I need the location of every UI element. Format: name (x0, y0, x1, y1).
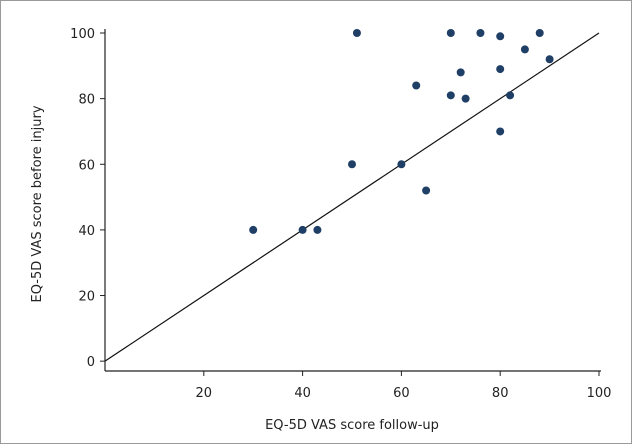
data-point (298, 225, 307, 234)
y-axis-title: EQ-5D VAS score before injury (30, 105, 45, 302)
data-point (446, 29, 455, 37)
data-point (461, 94, 470, 103)
y-tick-label: 40 (78, 224, 95, 239)
data-point (496, 32, 505, 41)
data-point (348, 160, 356, 169)
data-point (313, 225, 322, 234)
data-point (249, 225, 258, 234)
reference-line (104, 32, 600, 362)
y-tick-label: 60 (78, 158, 95, 173)
y-tick-label: 0 (87, 355, 95, 370)
x-axis-title: EQ-5D VAS score follow-up (265, 418, 439, 433)
data-point (535, 29, 544, 37)
data-point (412, 81, 421, 90)
data-point (446, 91, 455, 100)
data-point (456, 68, 465, 77)
data-point (496, 127, 505, 136)
y-tick-label: 20 (78, 290, 95, 305)
x-tick-label: 100 (587, 386, 612, 401)
x-tick-label: 60 (393, 386, 410, 401)
data-point (352, 29, 361, 37)
x-tick-label: 20 (196, 386, 213, 401)
x-tick-label: 80 (492, 386, 509, 401)
data-point (397, 160, 406, 169)
data-point (476, 29, 485, 37)
data-point (520, 45, 529, 54)
y-tick-label: 80 (78, 93, 95, 108)
x-tick-label: 40 (294, 386, 311, 401)
data-point (506, 91, 515, 100)
data-point (422, 186, 431, 195)
data-point (545, 55, 554, 64)
y-tick-label: 100 (70, 27, 95, 42)
data-point (496, 65, 505, 74)
